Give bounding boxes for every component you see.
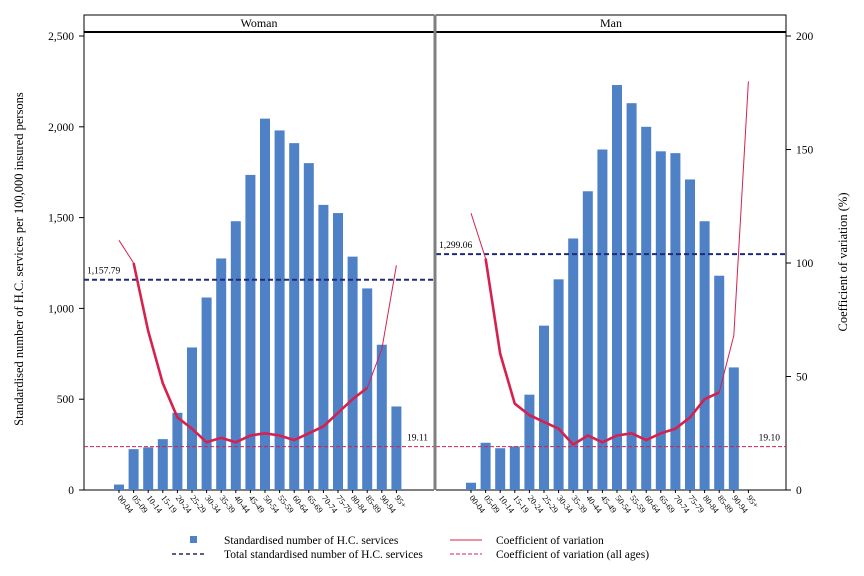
bar bbox=[216, 258, 227, 490]
y-right-tick-label: 200 bbox=[796, 31, 814, 43]
panel-title: Man bbox=[600, 16, 622, 30]
bar bbox=[582, 191, 593, 490]
bar bbox=[187, 347, 197, 490]
plot-area: 0 500 1,000 1,500 2,000 2,500 0 50 100 150 200 Woma… bbox=[48, 14, 814, 515]
panel-man: Man00-0405-0910-1415-1920-2425-2930-3435… bbox=[435, 14, 787, 515]
bar bbox=[347, 256, 358, 490]
legend-item-services: Standardised number of H.C. services bbox=[190, 535, 399, 547]
bar bbox=[466, 482, 476, 490]
bar bbox=[230, 221, 241, 490]
bar bbox=[641, 126, 652, 491]
legend-label: Standardised number of H.C. services bbox=[224, 535, 399, 547]
bar bbox=[318, 204, 329, 490]
total-services-label: 1,157.79 bbox=[87, 267, 121, 277]
cv-line bbox=[484, 258, 720, 447]
bar bbox=[714, 275, 725, 490]
cv-all-ages-label: 19.10 bbox=[759, 434, 781, 444]
panel-title: Woman bbox=[240, 16, 277, 30]
cv-line bbox=[132, 262, 368, 444]
bar bbox=[626, 103, 637, 490]
bar bbox=[114, 484, 124, 490]
legend-item-cv_all: Coefficient of variation (all ages) bbox=[450, 549, 649, 561]
legend: Standardised number of H.C. services Coef… bbox=[172, 535, 649, 561]
bar bbox=[245, 174, 256, 490]
bar bbox=[597, 149, 608, 490]
bar bbox=[274, 130, 285, 490]
bar bbox=[524, 394, 535, 490]
y-right-tick-label: 50 bbox=[796, 372, 808, 384]
bar bbox=[143, 447, 154, 490]
bar bbox=[157, 439, 168, 490]
bar bbox=[655, 151, 666, 491]
bar bbox=[391, 406, 402, 490]
bar bbox=[699, 221, 710, 490]
y-right-axis-label: Coefficient of variation (%) bbox=[836, 193, 850, 332]
bar bbox=[670, 153, 681, 490]
bar bbox=[728, 367, 739, 490]
panel-woman: Woman00-0405-0910-1415-1920-2425-2930-34… bbox=[83, 14, 435, 515]
bar bbox=[172, 412, 183, 490]
bar bbox=[612, 85, 622, 491]
legend-swatch-services bbox=[190, 536, 197, 543]
cv-line-thin bbox=[118, 240, 135, 264]
y-left-tick-label: 500 bbox=[57, 394, 75, 406]
bar bbox=[509, 446, 520, 490]
y-right-tick-label: 100 bbox=[796, 258, 814, 270]
bar bbox=[260, 118, 270, 491]
cv-line-thin bbox=[470, 212, 487, 259]
bar bbox=[480, 442, 491, 490]
bar bbox=[333, 213, 343, 490]
bar bbox=[539, 325, 549, 490]
bar bbox=[289, 143, 300, 491]
cv-line-thin bbox=[718, 81, 749, 393]
legend-label: Total standardised number of H.C. servic… bbox=[224, 549, 423, 561]
legend-item-cv: Coefficient of variation bbox=[450, 535, 604, 547]
cv-line-thin bbox=[366, 265, 397, 389]
bar bbox=[685, 179, 695, 491]
bar bbox=[128, 449, 139, 490]
legend-label: Coefficient of variation (all ages) bbox=[496, 549, 649, 561]
y-left-tick-label: 1,500 bbox=[48, 213, 74, 225]
y-left-tick-label: 1,000 bbox=[48, 303, 74, 315]
bar bbox=[568, 238, 579, 490]
bar bbox=[495, 448, 506, 490]
bar bbox=[553, 279, 564, 490]
y-right-tick-label: 0 bbox=[796, 485, 802, 497]
y-left-axis-label: Standardised number of H.C. services per… bbox=[12, 92, 26, 426]
y-left-tick-label: 0 bbox=[68, 485, 74, 497]
y-left-tick-label: 2,000 bbox=[48, 122, 74, 134]
total-services-label: 1,299.06 bbox=[439, 241, 473, 251]
y-left-tick-label: 2,500 bbox=[48, 31, 74, 43]
bar bbox=[201, 297, 212, 490]
legend-item-total: Total standardised number of H.C. servic… bbox=[172, 549, 423, 561]
bar bbox=[303, 163, 314, 490]
y-right-tick-label: 150 bbox=[796, 145, 814, 157]
legend-label: Coefficient of variation bbox=[496, 535, 604, 547]
cv-all-ages-label: 19.11 bbox=[407, 434, 428, 444]
bar bbox=[376, 344, 387, 490]
